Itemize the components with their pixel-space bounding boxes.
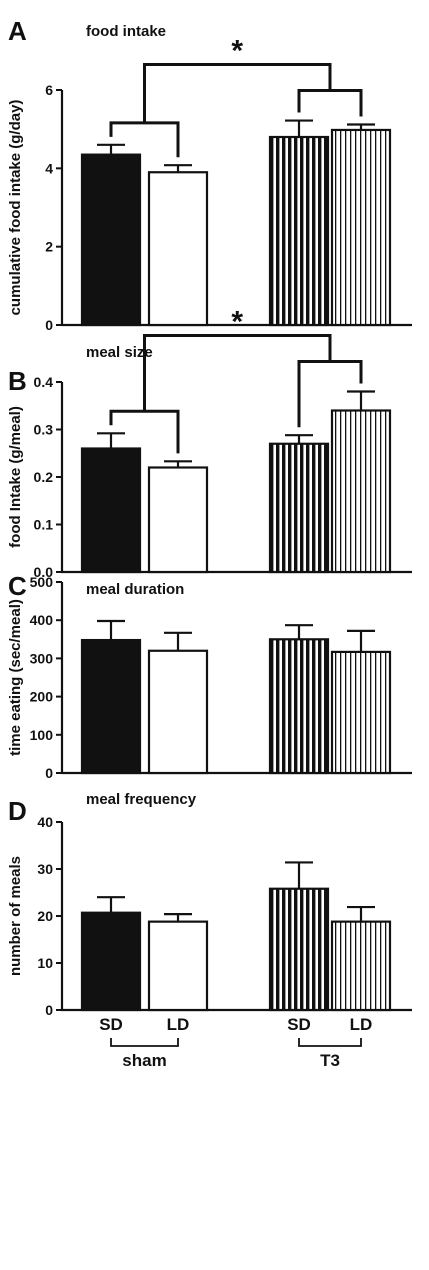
y-tick-label: 10 (37, 955, 53, 971)
y-axis-label: number of meals (7, 856, 24, 976)
x-category-label: SD (99, 1015, 123, 1034)
y-axis-label: food Intake (g/meal) (7, 406, 24, 548)
y-tick-label: 300 (30, 650, 54, 666)
x-category-label: LD (167, 1015, 190, 1034)
y-axis-label: cumulative food intake (g/day) (7, 100, 24, 316)
y-tick-label: 2 (45, 239, 53, 255)
bar-ld-3 (330, 650, 392, 775)
significance-star: * (231, 306, 243, 339)
significance-bracket-t3 (297, 89, 363, 117)
panel-title: meal frequency (86, 791, 197, 808)
significance-star: * (231, 35, 243, 68)
panel-title: food intake (86, 23, 166, 40)
y-tick-label: 0.1 (34, 517, 54, 533)
group-label: sham (122, 1051, 166, 1070)
y-tick-label: 0.0 (34, 564, 54, 580)
panel-title: meal size (86, 344, 153, 361)
y-tick-label: 0 (45, 765, 53, 781)
significance-bracket-main (143, 63, 332, 123)
bar-ld-3 (330, 409, 392, 574)
y-tick-label: 40 (37, 814, 53, 830)
bar-sd-2 (268, 638, 330, 775)
x-category-label: SD (287, 1015, 311, 1034)
y-tick-label: 30 (37, 861, 53, 877)
y-tick-label: 0 (45, 1002, 53, 1018)
panel-letter: B (8, 366, 27, 396)
y-tick-label: 4 (45, 160, 53, 176)
y-tick-label: 400 (30, 612, 54, 628)
bar-sd-0 (80, 447, 142, 574)
group-label: T3 (320, 1051, 340, 1070)
bar-ld-3 (330, 920, 392, 1012)
x-category-label: LD (350, 1015, 373, 1034)
bar-sd-2 (268, 442, 330, 574)
group-bracket (110, 1038, 179, 1047)
y-tick-label: 0.2 (34, 469, 54, 485)
bar-sd-2 (268, 887, 330, 1012)
y-tick-label: 0 (45, 317, 53, 333)
bar-sd-2 (268, 135, 330, 327)
significance-bracket-sham (109, 121, 180, 158)
panel-letter: C (8, 571, 27, 601)
group-bracket (298, 1038, 362, 1047)
y-axis-label: time eating (sec/meal) (7, 599, 24, 756)
y-tick-label: 0.4 (34, 374, 54, 390)
bar-ld-3 (330, 128, 392, 327)
bar-ld-1 (147, 466, 209, 574)
bar-sd-0 (80, 638, 142, 775)
bar-sd-0 (80, 153, 142, 327)
y-tick-label: 20 (37, 908, 53, 924)
bar-sd-0 (80, 911, 142, 1012)
y-tick-label: 100 (30, 727, 54, 743)
y-tick-label: 500 (30, 574, 54, 590)
y-tick-label: 6 (45, 82, 53, 98)
bar-ld-1 (147, 171, 209, 327)
y-tick-label: 200 (30, 689, 54, 705)
panel-title: meal duration (86, 581, 184, 598)
bar-ld-1 (147, 920, 209, 1012)
y-tick-label: 0.3 (34, 422, 54, 438)
bar-ld-1 (147, 649, 209, 775)
significance-bracket-main (143, 334, 332, 412)
panel-letter: A (8, 16, 27, 46)
panel-letter: D (8, 796, 27, 826)
